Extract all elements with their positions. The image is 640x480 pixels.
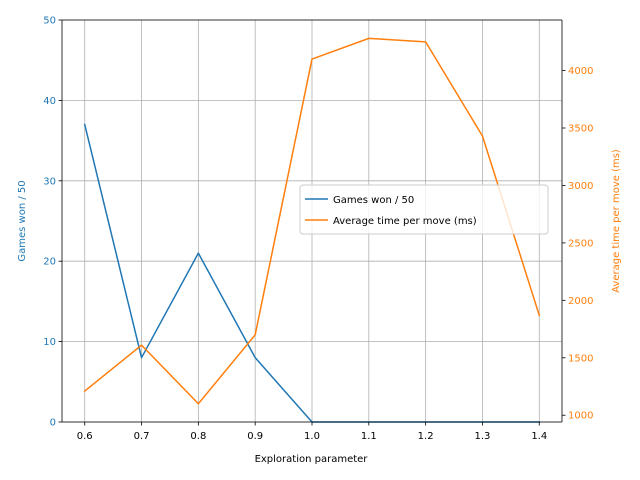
x-tick-label: 1.0 [304, 431, 320, 442]
y-left-tick-label: 20 [43, 257, 56, 268]
y-right-tick-label: 2000 [568, 296, 593, 307]
y-right-tick-label: 2500 [568, 238, 593, 249]
x-tick-label: 0.7 [134, 431, 150, 442]
x-tick-label: 1.2 [418, 431, 434, 442]
x-axis-label: Exploration parameter [255, 454, 369, 465]
y-left-tick-label: 40 [43, 96, 56, 107]
legend-label-games-won: Games won / 50 [333, 195, 414, 206]
y-right-tick-label: 4000 [568, 66, 593, 77]
x-tick-label: 0.8 [190, 431, 206, 442]
y-left-tick-label: 10 [43, 337, 56, 348]
legend: Games won / 50 Average time per move (ms… [299, 184, 549, 235]
legend-box [299, 184, 549, 235]
legend-label-average-time: Average time per move (ms) [333, 216, 477, 227]
y-left-axis-label: Games won / 50 [17, 180, 28, 261]
x-tick-label: 1.1 [361, 431, 377, 442]
y-right-tick-label: 3500 [568, 123, 593, 134]
y-right-tick-label: 3000 [568, 181, 593, 192]
axes: 0.6 0.7 0.8 0.9 1.0 1.1 1.2 1.3 1.4 0 10 20 30 40 50 10… [43, 16, 593, 443]
y-right-tick-label: 1500 [568, 353, 593, 364]
series-line-average-time [83, 37, 541, 405]
y-left-tick-label: 50 [43, 16, 56, 27]
y-left-tick-label: 30 [43, 176, 56, 187]
y-right-axis-label: Average time per move (ms) [611, 149, 622, 293]
y-right-tick-label: 1000 [568, 411, 593, 422]
x-tick-label: 1.3 [475, 431, 491, 442]
y-left-tick-label: 0 [50, 418, 56, 429]
x-tick-label: 0.9 [247, 431, 263, 442]
x-tick-label: 0.6 [77, 431, 93, 442]
x-tick-label: 1.4 [531, 431, 547, 442]
